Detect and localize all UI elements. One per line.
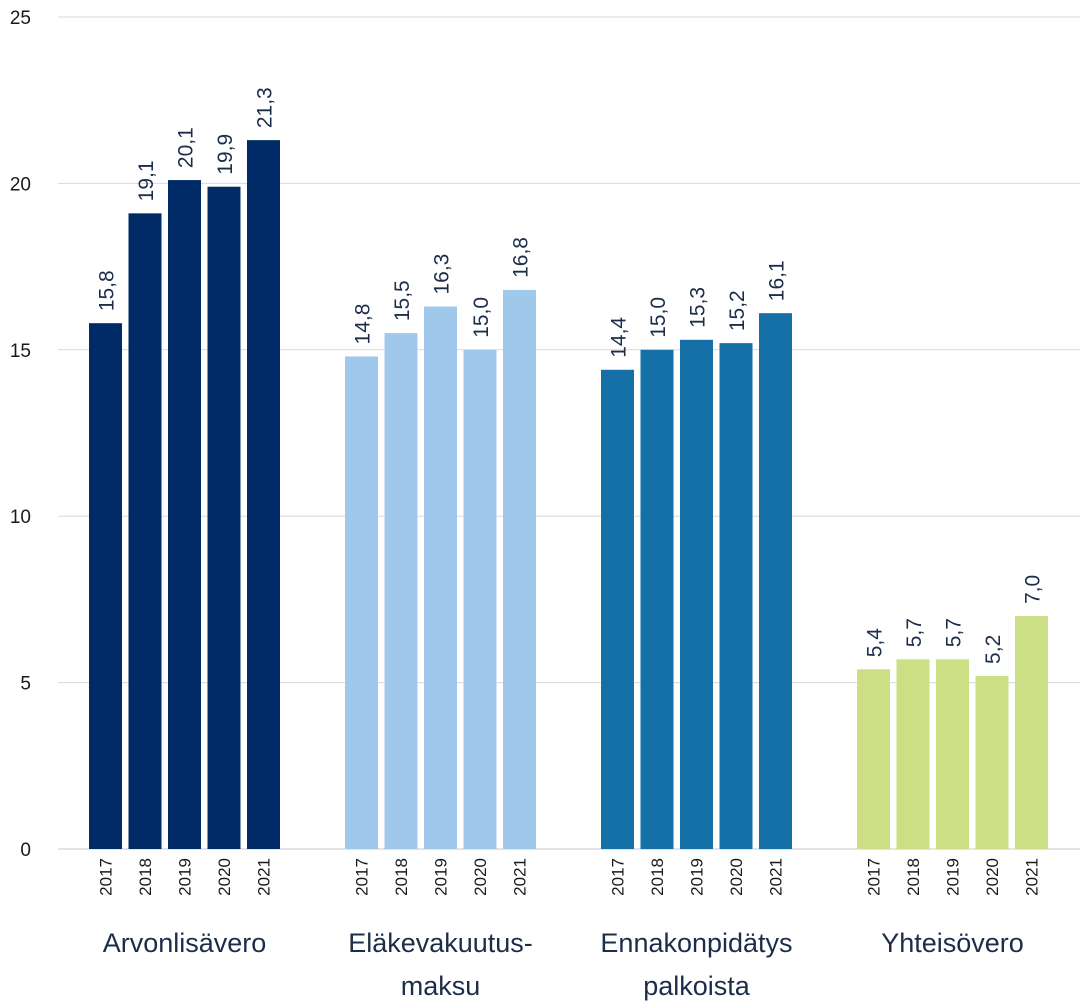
value-label: 16,3 bbox=[431, 254, 454, 295]
value-label: 20,1 bbox=[175, 127, 198, 168]
bar bbox=[424, 306, 457, 849]
x-tick-label: 2019 bbox=[944, 858, 963, 896]
bar bbox=[975, 675, 1009, 849]
group-label: Yhteisövero bbox=[881, 928, 1024, 958]
group-label: palkoista bbox=[643, 971, 751, 1001]
bar bbox=[759, 313, 792, 849]
y-tick-label: 15 bbox=[10, 341, 31, 362]
bar bbox=[936, 659, 969, 849]
bar bbox=[247, 140, 280, 850]
value-label: 5,7 bbox=[903, 618, 926, 647]
x-tick-label: 2017 bbox=[97, 858, 116, 896]
value-label: 15,0 bbox=[470, 297, 493, 338]
bar bbox=[168, 180, 201, 849]
x-tick-label: 2021 bbox=[255, 858, 274, 896]
x-tick-label: 2020 bbox=[727, 858, 746, 896]
x-tick-label: 2019 bbox=[176, 858, 195, 896]
x-tick-label: 2021 bbox=[1023, 858, 1042, 896]
x-tick-label: 2020 bbox=[471, 858, 490, 896]
x-tick-label: 2018 bbox=[648, 858, 667, 896]
x-tick-label: 2021 bbox=[767, 858, 786, 896]
x-tick-label: 2017 bbox=[609, 858, 628, 896]
x-tick-label: 2017 bbox=[865, 858, 884, 896]
x-tick-label: 2021 bbox=[511, 858, 530, 896]
value-label: 5,7 bbox=[943, 618, 966, 647]
bar bbox=[128, 213, 162, 850]
bar bbox=[680, 339, 713, 849]
y-tick-label: 20 bbox=[10, 174, 31, 195]
bar bbox=[503, 289, 536, 849]
bar bbox=[640, 349, 674, 849]
value-label: 19,1 bbox=[135, 160, 158, 201]
y-tick-label: 0 bbox=[20, 840, 31, 861]
group-label: Arvonlisävero bbox=[103, 928, 267, 958]
bar bbox=[207, 186, 241, 849]
x-tick-label: 2018 bbox=[136, 858, 155, 896]
x-tick-label: 2018 bbox=[904, 858, 923, 896]
value-label: 15,3 bbox=[687, 287, 710, 328]
bar bbox=[89, 323, 122, 849]
value-labels: 15,8 19,1 20,1 19,9 21,3 14,8 15,5 16,3 15,0 16,8… bbox=[96, 87, 1045, 664]
value-label: 15,8 bbox=[96, 270, 119, 311]
bar bbox=[896, 659, 930, 849]
value-label: 19,9 bbox=[214, 134, 237, 175]
value-label: 7,0 bbox=[1022, 575, 1045, 604]
value-label: 5,4 bbox=[864, 628, 887, 658]
value-label: 15,5 bbox=[391, 280, 414, 321]
x-tick-label: 2020 bbox=[983, 858, 1002, 896]
bar bbox=[384, 333, 418, 849]
y-tick-label: 5 bbox=[20, 674, 31, 695]
bar bbox=[1015, 616, 1048, 849]
group-label: Ennakonpidätys bbox=[600, 928, 792, 958]
value-label: 15,2 bbox=[726, 290, 749, 331]
bar bbox=[463, 349, 497, 849]
x-tick-label: 2019 bbox=[432, 858, 451, 896]
y-axis: 0 5 10 15 20 25 bbox=[10, 8, 31, 861]
x-tick-label: 2020 bbox=[215, 858, 234, 896]
bar bbox=[719, 343, 753, 849]
value-label: 14,4 bbox=[608, 317, 631, 358]
x-tick-label: 2017 bbox=[353, 858, 372, 896]
value-label: 15,0 bbox=[647, 297, 670, 338]
group-label: maksu bbox=[401, 971, 481, 1001]
value-label: 16,1 bbox=[766, 260, 789, 301]
y-tick-label: 10 bbox=[10, 507, 31, 528]
bar bbox=[345, 356, 378, 849]
bars bbox=[89, 140, 1048, 850]
value-label: 16,8 bbox=[510, 237, 533, 278]
value-label: 21,3 bbox=[254, 87, 277, 128]
y-tick-label: 25 bbox=[10, 8, 31, 29]
value-label: 14,8 bbox=[352, 304, 375, 345]
x-axis: 2017 2018 2019 2020 2021 Arvonlisävero 2017 201… bbox=[97, 858, 1042, 1001]
group-label: Eläkevakuutus- bbox=[348, 928, 533, 958]
bar bbox=[857, 669, 890, 849]
x-tick-label: 2018 bbox=[392, 858, 411, 896]
value-label: 5,2 bbox=[982, 635, 1005, 664]
x-tick-label: 2019 bbox=[688, 858, 707, 896]
bar bbox=[601, 369, 634, 849]
